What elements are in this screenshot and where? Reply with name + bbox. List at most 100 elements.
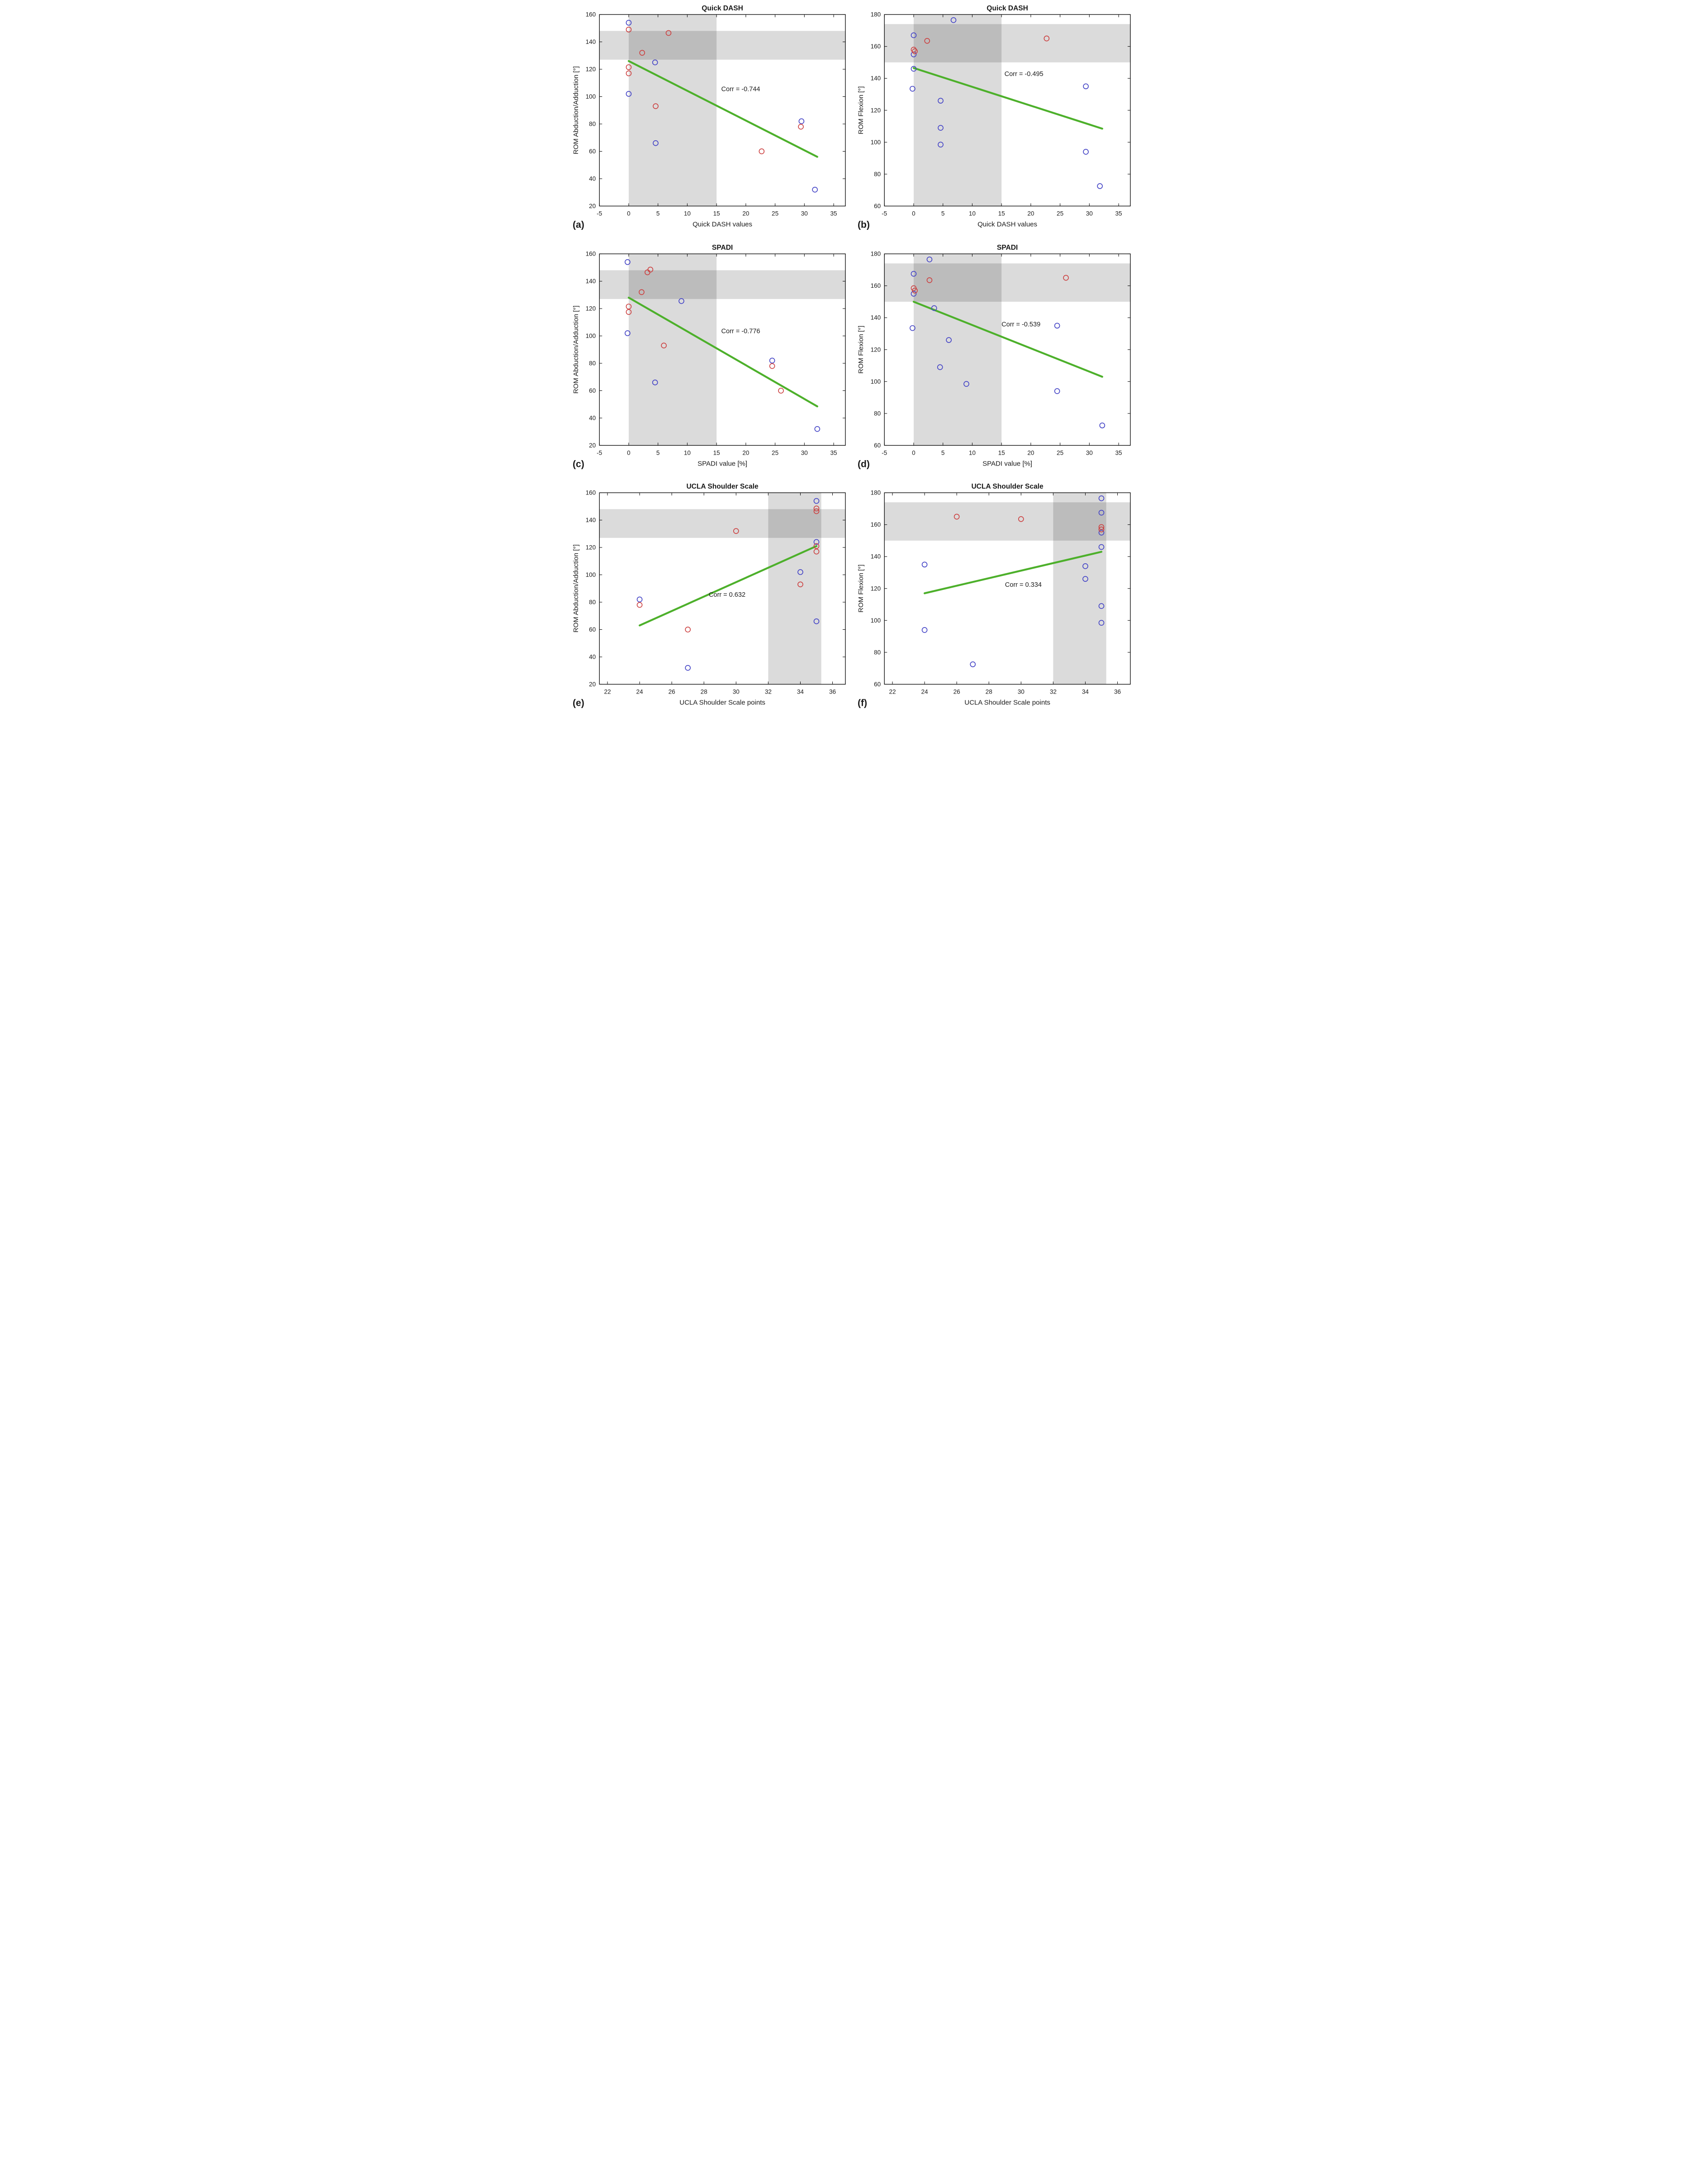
reference-band-horizontal [884, 263, 1130, 302]
y-tick-label: 180 [871, 490, 881, 496]
blue-subjects-point [769, 357, 775, 363]
x-tick-label: 0 [627, 210, 631, 217]
red-subjects-point [685, 627, 691, 633]
trend-line [627, 296, 818, 408]
x-tick-label: 5 [656, 449, 660, 456]
x-tick-label: 24 [636, 689, 644, 695]
y-tick-label: 60 [874, 681, 881, 688]
red-subjects-point [778, 387, 784, 394]
corr-annotation: Corr = -0.776 [721, 328, 760, 335]
y-tick-label: 60 [874, 203, 881, 209]
y-tick-label: 160 [871, 282, 881, 289]
x-tick-label: 10 [684, 210, 691, 217]
red-subjects-point [797, 581, 803, 588]
blue-subjects-point [626, 91, 632, 97]
corr-annotation: Corr = -0.744 [721, 86, 760, 93]
trend-line [923, 551, 1103, 594]
y-tick-label: 100 [586, 571, 596, 578]
y-tick-label: 40 [589, 414, 596, 421]
blue-subjects-point [911, 271, 917, 277]
x-tick-label: 25 [1057, 210, 1063, 217]
y-tick-label: 120 [586, 544, 596, 551]
axes-box [599, 253, 846, 446]
blue-subjects-point [910, 325, 916, 331]
red-subjects-point [912, 287, 918, 294]
blue-subjects-point [797, 569, 803, 575]
x-tick-label: 0 [912, 210, 916, 217]
red-subjects-point [813, 543, 820, 549]
x-tick-label: 25 [772, 210, 778, 217]
y-tick-label: 140 [586, 38, 596, 45]
blue-subjects-point [1083, 83, 1089, 90]
trend-line [912, 300, 1103, 378]
red-subjects-point [626, 303, 632, 309]
y-tick-label: 100 [586, 93, 596, 100]
y-tick-label: 140 [871, 553, 881, 560]
y-tick-label: 140 [586, 517, 596, 523]
red-subjects-point [924, 38, 930, 44]
panel-letter: (f) [858, 698, 867, 708]
y-axis-label: ROM Abduction/Adduction [°] [572, 305, 580, 394]
scatter-chart-ucla-abduction: 22 24 26 28 30 32 34 36 20 40 60 80 100 120 140 160 UCLA… [572, 483, 846, 708]
panel-b: -5 0 5 10 15 20 25 30 35 60 80 100 120 140 160 180 Quick… [856, 3, 1137, 240]
red-subjects-point [1018, 516, 1024, 522]
red-subjects-point [1063, 275, 1069, 281]
y-tick-label: 160 [871, 43, 881, 50]
y-tick-label: 100 [871, 378, 881, 385]
y-tick-label: 180 [871, 11, 881, 18]
y-tick-label: 120 [871, 107, 881, 114]
y-tick-label: 60 [874, 442, 881, 449]
correlation-figure: -5 0 5 10 15 20 25 30 35 20 40 60 80 100 120 140 160 Quic… [569, 0, 1139, 722]
corr-annotation: Corr = 0.334 [1005, 582, 1042, 589]
panel-letter: (e) [573, 698, 584, 708]
red-subjects-point [813, 505, 820, 512]
red-subjects-point [636, 602, 643, 608]
red-subjects-point [626, 70, 632, 76]
blue-subjects-point [1098, 620, 1105, 626]
panel-a: -5 0 5 10 15 20 25 30 35 20 40 60 80 100 120 140 160 Quic… [571, 3, 852, 240]
blue-subjects-point [1098, 530, 1105, 536]
blue-subjects-point [813, 498, 820, 504]
x-tick-label: 0 [912, 449, 916, 456]
corr-annotation: Corr = -0.539 [1001, 321, 1040, 328]
y-axis-label: ROM Abduction/Adduction [°] [572, 545, 580, 633]
panel-f: 22 24 26 28 30 32 34 36 60 80 100 120 140 160 180 UCLA … [856, 481, 1137, 718]
red-subjects-point [912, 48, 918, 54]
x-axis-label: SPADI value [%] [697, 460, 747, 467]
blue-subjects-point [1082, 576, 1088, 582]
blue-subjects-point [911, 66, 917, 72]
x-tick-label: 5 [656, 210, 660, 217]
red-subjects-point [626, 64, 632, 70]
y-tick-label: 60 [589, 626, 596, 633]
red-subjects-point [926, 277, 933, 283]
blue-subjects-point [910, 86, 916, 92]
x-tick-label: 26 [954, 689, 960, 695]
x-tick-label: -5 [597, 210, 602, 217]
x-tick-label: 30 [801, 210, 808, 217]
blue-subjects-point [814, 426, 821, 432]
reference-band-vertical [913, 253, 1002, 446]
y-tick-label: 120 [586, 305, 596, 312]
y-tick-label: 80 [589, 360, 596, 366]
x-tick-label: 10 [969, 449, 976, 456]
x-tick-label: 30 [1086, 210, 1093, 217]
y-tick-label: 180 [871, 250, 881, 257]
y-tick-label: 80 [589, 121, 596, 128]
scatter-chart-quick-dash-abduction: -5 0 5 10 15 20 25 30 35 20 40 60 80 100 120 140 160 Quic… [572, 5, 846, 230]
panel-d: -5 0 5 10 15 20 25 30 35 60 80 100 120 140 160 180 SPADI… [856, 242, 1137, 480]
y-tick-label: 20 [589, 442, 596, 449]
y-axis-label: ROM Flexion [°] [857, 325, 865, 373]
x-tick-label: 0 [627, 449, 631, 456]
x-tick-label: 32 [765, 689, 772, 695]
blue-subjects-point [812, 186, 818, 193]
blue-subjects-point [946, 337, 952, 343]
x-tick-label: 10 [969, 210, 976, 217]
trend-line [912, 67, 1103, 130]
y-tick-label: 140 [871, 75, 881, 82]
blue-subjects-point [625, 259, 631, 265]
panel-c: -5 0 5 10 15 20 25 30 35 20 40 60 80 100 120 140 160 SPAD… [571, 242, 852, 480]
red-subjects-point [813, 508, 820, 514]
blue-subjects-point [1098, 510, 1105, 516]
blue-subjects-point [938, 142, 944, 147]
x-tick-label: 20 [742, 210, 749, 217]
